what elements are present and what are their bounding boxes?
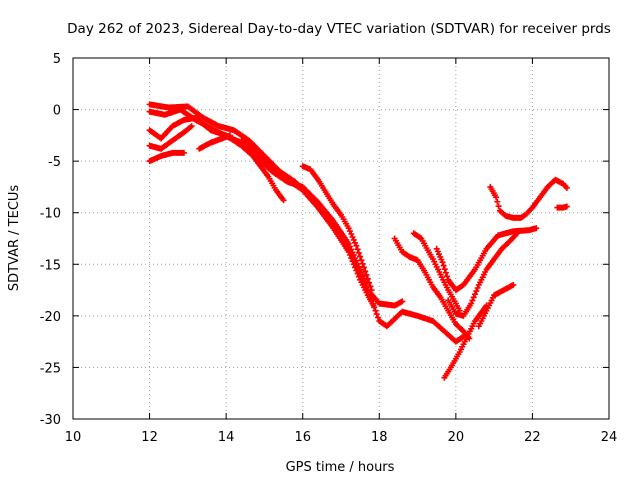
series-arc-12 bbox=[445, 230, 521, 319]
y-tick-label: -25 bbox=[40, 361, 61, 376]
y-tick-label: -15 bbox=[40, 258, 61, 273]
x-tick-label: 14 bbox=[218, 430, 235, 445]
marker-path bbox=[299, 163, 375, 294]
marker-path bbox=[433, 225, 540, 294]
y-tick-label: 5 bbox=[53, 52, 61, 67]
x-tick-label: 20 bbox=[448, 430, 465, 445]
marker-path bbox=[554, 203, 570, 211]
series-arc-7 bbox=[238, 137, 377, 309]
series-arc-10 bbox=[410, 230, 463, 314]
series-arc-4 bbox=[146, 123, 195, 152]
series-arc-3 bbox=[146, 114, 287, 204]
marker-path bbox=[441, 302, 490, 381]
series-arc-15 bbox=[487, 176, 570, 221]
marker-path bbox=[475, 281, 517, 330]
series-arc-11 bbox=[433, 225, 540, 294]
chart-title: Day 262 of 2023, Sidereal Day-to-day VTE… bbox=[67, 21, 611, 37]
x-tick-label: 18 bbox=[371, 430, 388, 445]
x-tick-label: 24 bbox=[601, 430, 618, 445]
marker-path bbox=[238, 137, 377, 309]
marker-path bbox=[196, 132, 233, 152]
marker-path bbox=[146, 123, 195, 152]
marker-path bbox=[146, 106, 467, 345]
marker-path bbox=[391, 235, 473, 342]
x-tick-label: 16 bbox=[294, 430, 311, 445]
data-points bbox=[146, 101, 570, 381]
y-tick-label: -10 bbox=[40, 207, 61, 222]
series-arc-16 bbox=[554, 203, 570, 211]
series-arc-5 bbox=[146, 149, 187, 165]
series-arc-13 bbox=[441, 302, 490, 381]
y-axis-label: SDTVAR / TECUs bbox=[7, 185, 22, 292]
series-arc-9 bbox=[391, 235, 473, 342]
tick-labels: 10 12 14 16 18 20 22 24 5 0 -5 -10 -15 -20 -25 -30 bbox=[40, 52, 618, 445]
marker-path bbox=[146, 114, 287, 204]
series-arc-8 bbox=[299, 163, 375, 294]
marker-path bbox=[445, 230, 521, 319]
marker-path bbox=[410, 230, 463, 314]
x-tick-label: 22 bbox=[524, 430, 541, 445]
marker-path bbox=[487, 176, 570, 221]
y-tick-label: -30 bbox=[40, 413, 61, 428]
x-axis-label: GPS time / hours bbox=[286, 460, 395, 475]
x-tick-label: 10 bbox=[65, 430, 82, 445]
series-arc-2 bbox=[146, 106, 467, 345]
plot-frame bbox=[72, 57, 610, 420]
series-arc-6 bbox=[196, 132, 233, 152]
marker-path bbox=[146, 149, 187, 165]
y-tick-label: -5 bbox=[48, 155, 61, 170]
y-tick-label: 0 bbox=[53, 104, 61, 119]
series-arc-14 bbox=[475, 281, 517, 330]
y-tick-label: -20 bbox=[40, 310, 61, 325]
x-tick-label: 12 bbox=[141, 430, 158, 445]
